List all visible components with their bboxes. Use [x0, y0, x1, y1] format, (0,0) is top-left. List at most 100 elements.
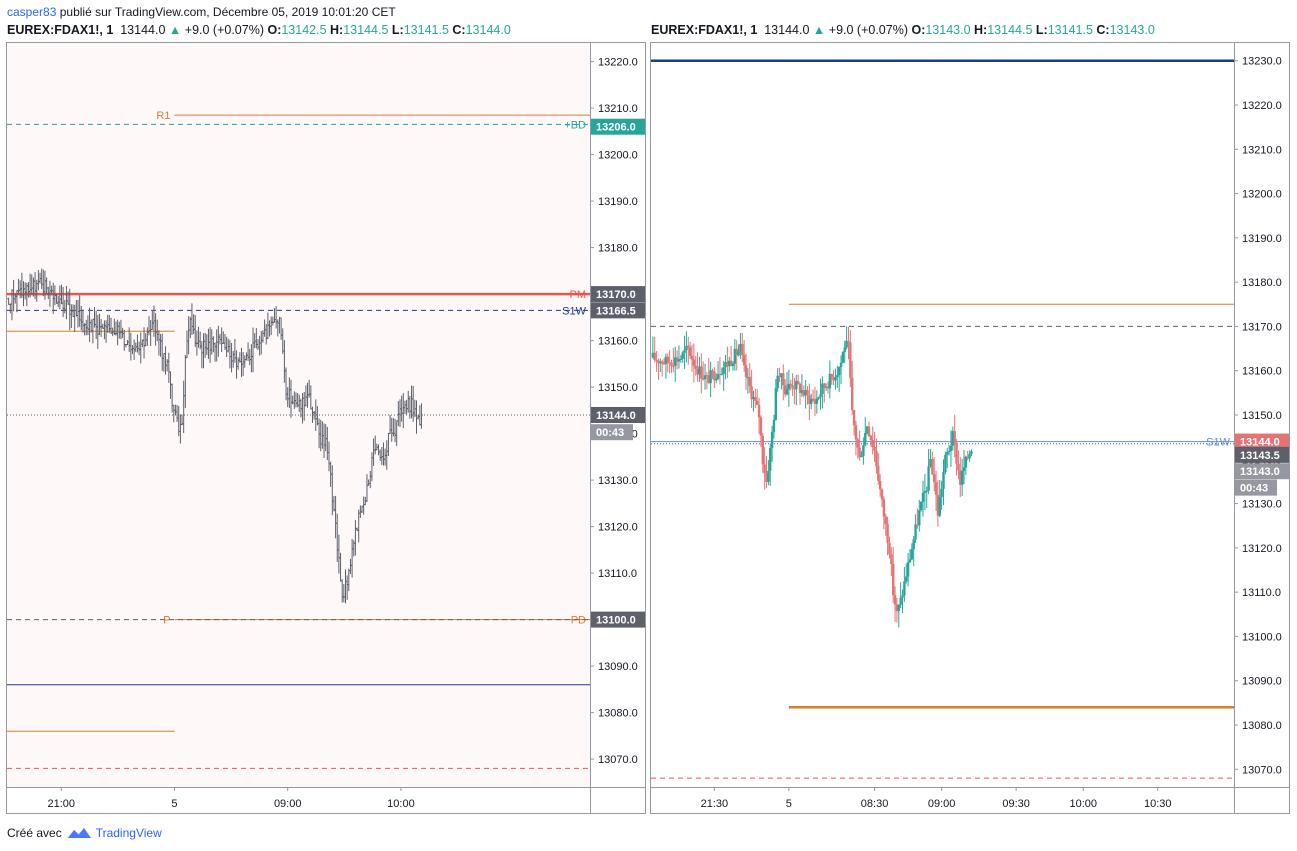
candle-body — [782, 373, 785, 386]
close-value: 13143.0 — [1109, 23, 1155, 37]
candle-body — [856, 439, 859, 448]
candle-body — [918, 510, 921, 526]
candle-body — [821, 383, 824, 395]
price-label-box — [591, 286, 645, 303]
candle-body — [728, 360, 731, 367]
candle-body — [731, 363, 735, 366]
tradingview-link[interactable]: TradingView — [95, 826, 162, 840]
candle-body — [899, 597, 902, 605]
y-tick-label: 13120.0 — [1242, 543, 1282, 555]
candle-body — [843, 347, 846, 353]
candle-body — [934, 482, 938, 495]
chart-svg-1[interactable]: 13220.0 13210.0 13200.0 13190.0 13180.0 13170… — [7, 43, 645, 813]
y-tick-label: 13220.0 — [598, 57, 638, 69]
created-with-label: Créé avec — [7, 826, 62, 840]
publish-header: casper83 publié sur TradingView.com, Déc… — [7, 5, 396, 19]
candle-body — [944, 454, 947, 473]
y-tick-label: 13180.0 — [598, 243, 638, 255]
candle-body — [662, 363, 666, 365]
candle-body — [806, 390, 809, 396]
candle-body — [804, 390, 807, 396]
candle-body — [839, 362, 843, 368]
y-tick-label: 13160.0 — [598, 336, 638, 348]
y-tick-label: 13210.0 — [598, 103, 638, 115]
candle-body — [653, 352, 656, 360]
change-value: +9.0 (+0.07%) — [828, 23, 908, 37]
candle-body — [785, 389, 789, 395]
candle-body — [772, 419, 776, 433]
candle-body — [722, 367, 725, 374]
candle-body — [655, 359, 658, 361]
candle-body — [789, 383, 792, 386]
candle-body — [819, 394, 822, 398]
candle-body — [700, 366, 703, 379]
candle-body — [808, 395, 811, 404]
y-tick-label: 13170.0 — [1242, 321, 1282, 333]
legend-chart-2: EUREX:FDAX1!, 1 13144.0 ▲ +9.0 (+0.07%) … — [651, 23, 1155, 37]
candle-body — [826, 386, 830, 389]
symbol-label[interactable]: EUREX:FDAX1!, 1 — [651, 23, 758, 37]
y-tick-label: 13210.0 — [1242, 144, 1282, 156]
candle-body — [908, 559, 912, 563]
candle-body — [651, 352, 655, 358]
candle-body — [891, 564, 895, 596]
candle-body — [694, 365, 697, 369]
up-arrow-icon: ▲ — [812, 23, 826, 37]
y-tick-label: 13090.0 — [1242, 676, 1282, 688]
y-tick-label: 13200.0 — [1242, 189, 1282, 201]
candle-body — [713, 371, 716, 381]
price-label-box — [1235, 433, 1289, 450]
candle-body — [683, 350, 686, 353]
countdown-label: 00:43 — [1240, 483, 1268, 495]
candle-body — [910, 549, 914, 560]
candle-body — [854, 425, 858, 440]
x-tick-label: 5 — [171, 798, 177, 810]
level-label: PD — [571, 615, 586, 627]
x-tick-label: 09:00 — [928, 798, 956, 810]
candle-body — [698, 366, 701, 375]
candle-body — [813, 400, 817, 404]
y-tick-label: 13110.0 — [1242, 587, 1281, 599]
y-tick-label: 13150.0 — [598, 382, 638, 394]
candle-body — [932, 474, 936, 483]
chart-svg-2[interactable]: 13230.0 13220.0 13210.0 13200.0 13190.0 13180… — [651, 43, 1289, 813]
level-label: R1 — [156, 110, 170, 122]
candle-body — [957, 463, 960, 471]
candle-body — [966, 456, 969, 459]
candle-body — [659, 361, 662, 364]
candle-body — [780, 373, 783, 378]
chart-panel-1[interactable]: 13220.0 13210.0 13200.0 13190.0 13180.0 13170… — [6, 42, 646, 814]
countdown-label: 00:43 — [596, 427, 624, 439]
candle-body — [692, 359, 696, 366]
candle-body — [897, 604, 900, 612]
symbol-label[interactable]: EUREX:FDAX1!, 1 — [7, 23, 114, 37]
countdown-box — [1235, 479, 1277, 496]
candle-body — [733, 348, 737, 364]
candle-body — [767, 470, 770, 482]
candle-body — [912, 539, 915, 550]
chart-panel-2[interactable]: 13230.0 13220.0 13210.0 13200.0 13190.0 13180… — [650, 42, 1290, 814]
candle-body — [670, 362, 673, 366]
x-tick-label: 08:30 — [861, 798, 889, 810]
candle-body — [867, 426, 871, 436]
candle-body — [837, 367, 841, 376]
candle-body — [940, 488, 943, 498]
candle-body — [755, 400, 759, 406]
candle-body — [841, 352, 845, 363]
tradingview-logo-icon — [66, 828, 91, 839]
candle-body — [888, 542, 891, 555]
candle-body — [970, 451, 973, 455]
candle-body — [720, 373, 723, 375]
candle-body — [737, 351, 740, 356]
candle-body — [729, 360, 733, 366]
candle-body — [921, 492, 925, 502]
price-label: 13144.0 — [1240, 437, 1280, 449]
candle-body — [696, 368, 699, 375]
candle-body — [795, 380, 798, 390]
candle-body — [718, 374, 722, 376]
candle-body — [666, 356, 669, 363]
legend-chart-1: EUREX:FDAX1!, 1 13144.0 ▲ +9.0 (+0.07%) … — [7, 23, 511, 37]
candle-body — [960, 470, 964, 485]
author-link[interactable]: casper83 — [7, 5, 57, 19]
candle-body — [901, 595, 904, 598]
